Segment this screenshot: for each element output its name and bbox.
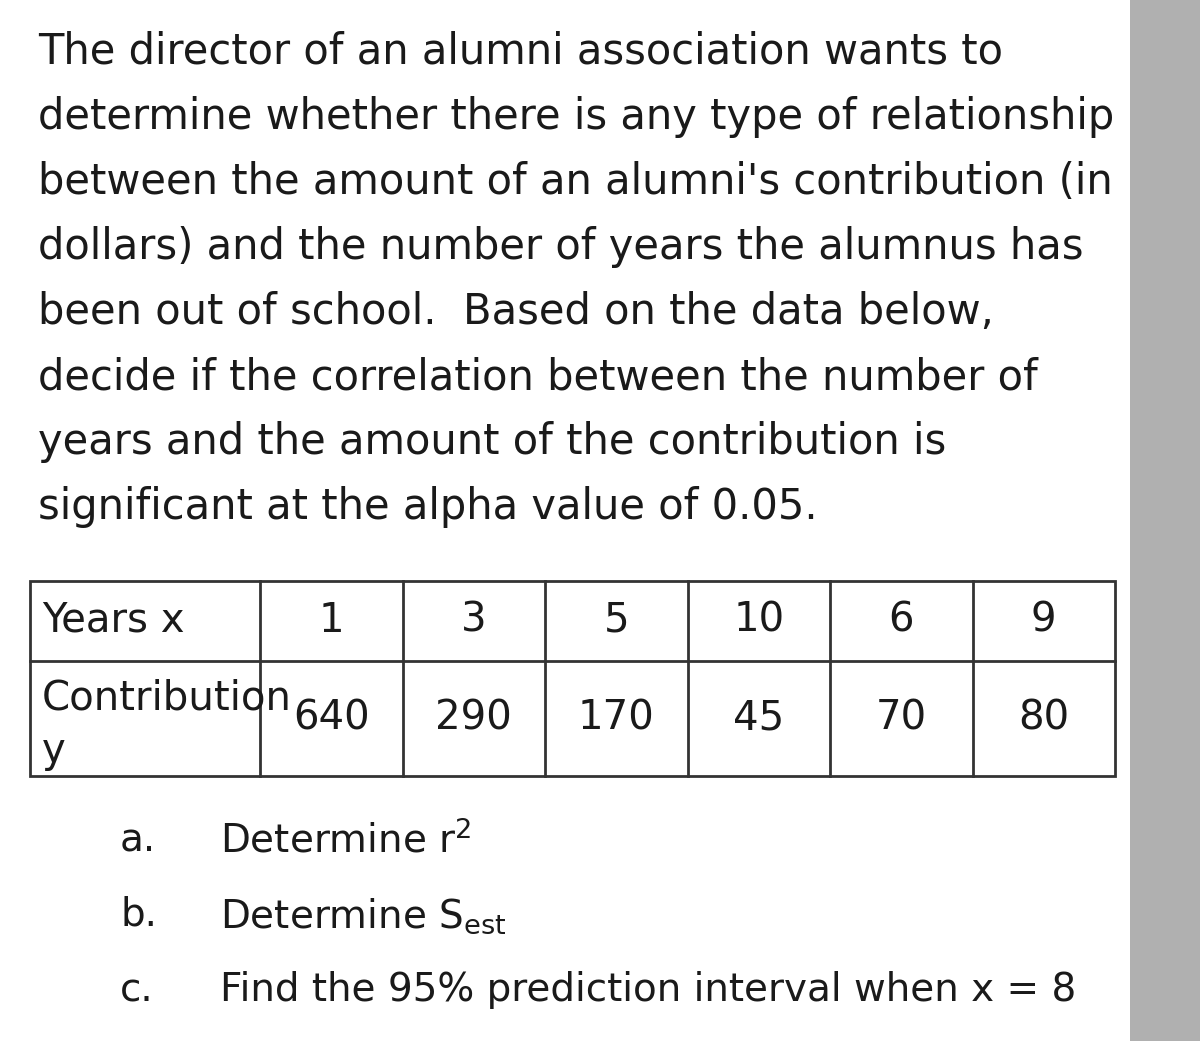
Text: 10: 10 — [733, 601, 785, 641]
Text: 5: 5 — [604, 601, 629, 641]
Text: 80: 80 — [1018, 699, 1069, 738]
Text: y: y — [42, 731, 66, 771]
Text: 170: 170 — [578, 699, 655, 738]
Text: 290: 290 — [436, 699, 512, 738]
Text: determine whether there is any type of relationship: determine whether there is any type of r… — [38, 96, 1115, 138]
Text: been out of school.  Based on the data below,: been out of school. Based on the data be… — [38, 291, 994, 333]
Text: Determine S$_{\mathrm{est}}$: Determine S$_{\mathrm{est}}$ — [220, 896, 506, 936]
Text: years and the amount of the contribution is: years and the amount of the contribution… — [38, 421, 947, 463]
Text: 9: 9 — [1031, 601, 1056, 641]
Bar — [30, 581, 1115, 776]
Text: b.: b. — [120, 896, 157, 934]
Text: significant at the alpha value of 0.05.: significant at the alpha value of 0.05. — [38, 486, 817, 528]
Text: between the amount of an alumni's contribution (in: between the amount of an alumni's contri… — [38, 161, 1112, 203]
Text: 3: 3 — [461, 601, 486, 641]
Text: dollars) and the number of years the alumnus has: dollars) and the number of years the alu… — [38, 226, 1084, 268]
Text: Years x: Years x — [42, 601, 185, 641]
Text: c.: c. — [120, 971, 154, 1009]
Text: 6: 6 — [888, 601, 914, 641]
Text: Find the 95% prediction interval when x = 8: Find the 95% prediction interval when x … — [220, 971, 1076, 1009]
Text: 45: 45 — [733, 699, 785, 738]
Text: Contribution: Contribution — [42, 679, 292, 719]
Text: Determine r$^{2}$: Determine r$^{2}$ — [220, 821, 472, 861]
Bar — [1130, 0, 1200, 1041]
Text: The director of an alumni association wants to: The director of an alumni association wa… — [38, 31, 1003, 73]
Text: 1: 1 — [318, 601, 344, 641]
Text: a.: a. — [120, 821, 156, 859]
Text: decide if the correlation between the number of: decide if the correlation between the nu… — [38, 356, 1038, 398]
Text: 70: 70 — [876, 699, 926, 738]
Text: 640: 640 — [293, 699, 370, 738]
